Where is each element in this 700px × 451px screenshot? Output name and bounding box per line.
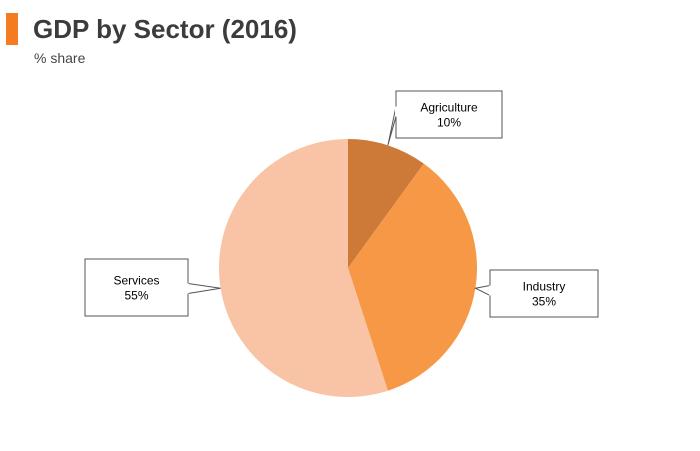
pie-slices	[219, 139, 477, 397]
slice-value-label: 10%	[437, 116, 461, 130]
pie-slice-services	[219, 139, 388, 397]
slice-label: Industry	[523, 280, 566, 294]
callout-box	[84, 258, 189, 317]
chart-title: GDP by Sector (2016)	[33, 14, 297, 44]
slice-label: Services	[113, 274, 159, 288]
callout-box	[395, 90, 503, 139]
callout-pointer	[473, 284, 491, 297]
slice-value-label: 35%	[532, 295, 556, 309]
pie-slice-agriculture	[348, 139, 424, 268]
callout-box	[489, 269, 599, 318]
slice-label: Agriculture	[420, 101, 478, 115]
pie-slice-industry	[348, 163, 477, 391]
chart-subtitle: % share	[34, 50, 86, 66]
callout-pointer	[387, 106, 397, 146]
callout-pointer	[187, 282, 221, 295]
title-accent-bar	[6, 13, 18, 45]
slice-value-label: 55%	[124, 289, 148, 303]
